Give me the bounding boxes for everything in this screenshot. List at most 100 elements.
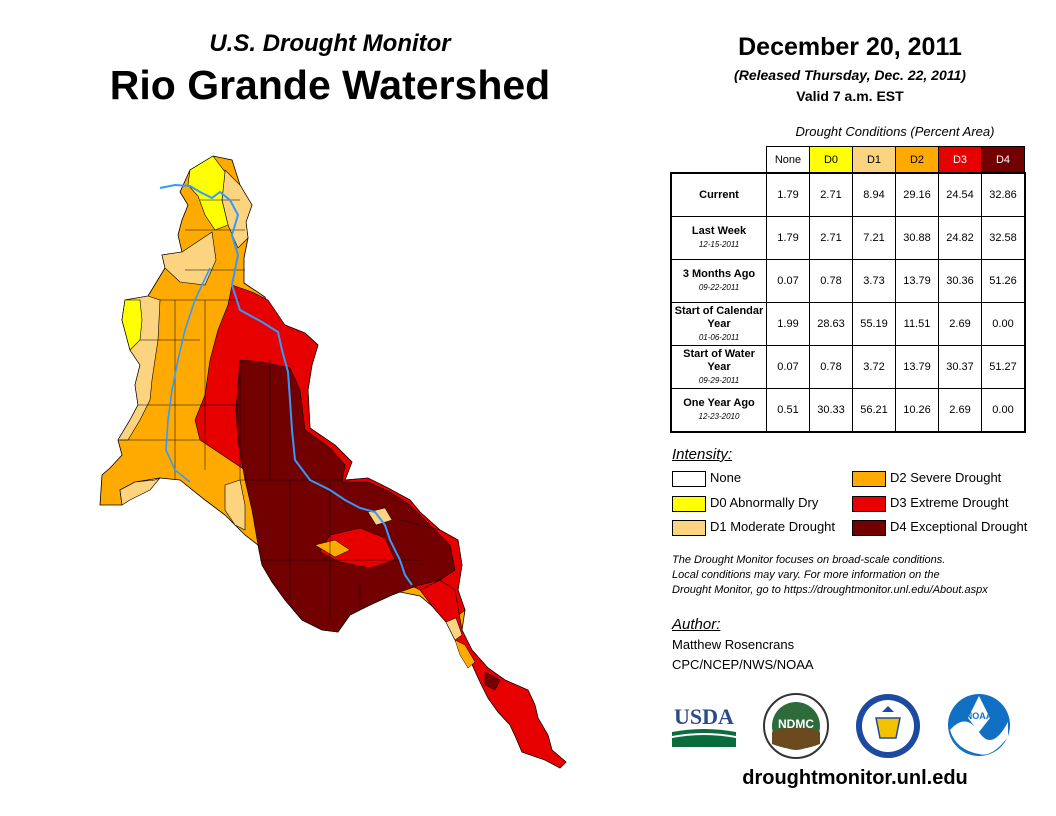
county-boundaries xyxy=(120,199,441,620)
release-date: (Released Thursday, Dec. 22, 2011) xyxy=(734,67,966,83)
cell-value: 1.79 xyxy=(766,172,810,217)
region-d3-inner xyxy=(319,527,396,569)
noaa-logo-text: NOAA xyxy=(966,711,993,721)
valid-time: Valid 7 a.m. EST xyxy=(796,88,904,104)
cell-value: 13.79 xyxy=(895,345,939,389)
cell-value: 11.51 xyxy=(895,302,939,346)
row-label-text: 3 Months Ago xyxy=(682,268,756,280)
table-row: Current 1.79 2.71 8.94 29.16 24.54 32.86 xyxy=(670,172,1026,217)
cell-value: 2.69 xyxy=(938,388,982,433)
cell-value: 0.07 xyxy=(766,259,810,303)
ndmc-logo-text: NDMC xyxy=(778,717,814,731)
row-date: 09-29-2011 xyxy=(698,375,740,385)
cell-value: 2.71 xyxy=(809,172,853,217)
region-d1-north xyxy=(161,231,217,286)
column-header-d1: D1 xyxy=(852,146,896,174)
region-d2-inner xyxy=(314,539,351,558)
legend-swatch xyxy=(672,471,706,487)
row-date: 09-22-2011 xyxy=(698,283,740,292)
cell-value: 1.79 xyxy=(766,216,810,260)
row-label: Start of Water Year 09-29-2011 xyxy=(670,345,767,389)
row-label: Last Week 12-15-2011 xyxy=(670,216,767,260)
cell-value: 2.69 xyxy=(938,302,982,346)
cell-value: 24.82 xyxy=(938,216,982,260)
watershed-map xyxy=(99,155,567,769)
cell-value: 30.88 xyxy=(895,216,939,260)
region-d4-core xyxy=(235,359,456,633)
region-d0-north xyxy=(187,155,229,231)
cell-value: 32.86 xyxy=(981,172,1026,217)
map-subtitle: U.S. Drought Monitor xyxy=(209,30,451,57)
row-label-text: Start of Calendar Year xyxy=(674,304,764,330)
usda-logo: USDA xyxy=(672,704,736,747)
cell-value: 55.19 xyxy=(852,302,896,346)
legend-swatch xyxy=(672,520,706,536)
disclaimer-line-2: Local conditions may vary. For more info… xyxy=(672,569,940,581)
table-row: 3 Months Ago 09-22-2011 0.07 0.78 3.73 13.79 3… xyxy=(670,259,1026,303)
legend-label: D1 Moderate Drought xyxy=(710,519,836,534)
row-label: One Year Ago 12-23-2010 xyxy=(670,388,767,433)
row-date: 12-15-2011 xyxy=(698,240,740,249)
cell-value: 28.63 xyxy=(809,302,853,346)
column-header-d0: D0 xyxy=(809,146,853,174)
legend-label: D2 Severe Drought xyxy=(890,470,1002,485)
legend-swatch xyxy=(852,471,886,487)
cell-value: 3.72 xyxy=(852,345,896,389)
cell-value: 0.07 xyxy=(766,345,810,389)
cell-value: 3.73 xyxy=(852,259,896,303)
cell-value: 30.33 xyxy=(809,388,853,433)
river-tributary xyxy=(165,267,211,483)
cell-value: 0.78 xyxy=(809,259,853,303)
region-d2-tail xyxy=(454,639,476,669)
cell-value: 13.79 xyxy=(895,259,939,303)
commerce-seal xyxy=(856,694,920,758)
table-row: Last Week 12-15-2011 1.79 2.71 7.21 30.88 24.8… xyxy=(670,216,1026,260)
column-header-d2: D2 xyxy=(895,146,939,174)
cell-value: 56.21 xyxy=(852,388,896,433)
cell-value: 0.51 xyxy=(766,388,810,433)
conditions-table-caption: Drought Conditions (Percent Area) xyxy=(795,124,995,139)
usda-logo-text: USDA xyxy=(674,704,734,729)
row-label: Start of Calendar Year 01-06-2011 xyxy=(670,302,767,346)
row-date: 12-23-2010 xyxy=(698,412,740,421)
ndmc-logo: NDMC xyxy=(763,693,829,759)
intensity-legend-title: Intensity: xyxy=(672,446,733,463)
cell-value: 0.00 xyxy=(981,388,1026,433)
row-label-text: One Year Ago xyxy=(683,397,755,409)
legend-swatch xyxy=(852,496,886,512)
region-d1-southwest xyxy=(119,477,161,506)
column-header-d3: D3 xyxy=(938,146,982,174)
legend-label: D3 Extreme Drought xyxy=(890,495,1009,510)
cell-value: 30.37 xyxy=(938,345,982,389)
cell-value: 51.27 xyxy=(981,345,1026,389)
map-title: Rio Grande Watershed xyxy=(109,62,551,108)
cell-value: 10.26 xyxy=(895,388,939,433)
cell-value: 30.36 xyxy=(938,259,982,303)
row-label-text: Start of Water Year xyxy=(683,347,755,373)
author-organization: CPC/NCEP/NWS/NOAA xyxy=(672,657,814,672)
website-url[interactable]: droughtmonitor.unl.edu xyxy=(742,767,968,789)
author-label: Author: xyxy=(672,616,721,633)
row-date: 01-06-2011 xyxy=(698,332,740,342)
region-d3-tail xyxy=(419,579,567,769)
conditions-column-headers: None D0 D1 D2 D3 D4 xyxy=(766,146,1025,174)
row-label: 3 Months Ago 09-22-2011 xyxy=(670,259,767,303)
cell-value: 0.00 xyxy=(981,302,1026,346)
cell-value: 8.94 xyxy=(852,172,896,217)
table-row: One Year Ago 12-23-2010 0.51 30.33 56.21 10.2… xyxy=(670,388,1026,433)
legend-label: D0 Abnormally Dry xyxy=(710,495,819,510)
cell-value: 1.99 xyxy=(766,302,810,346)
cell-value: 7.21 xyxy=(852,216,896,260)
cell-value: 2.71 xyxy=(809,216,853,260)
table-row: Start of Calendar Year 01-06-2011 1.99 28.6… xyxy=(670,302,1026,346)
legend-label: D4 Exceptional Drought xyxy=(890,519,1028,534)
noaa-logo: NOAA xyxy=(948,694,1010,756)
author-name: Matthew Rosencrans xyxy=(672,637,795,652)
region-d4-tail xyxy=(484,671,501,691)
row-label-text: Last Week xyxy=(691,225,747,237)
legend-swatch xyxy=(852,520,886,536)
row-label: Current xyxy=(670,172,767,217)
disclaimer-text: The Drought Monitor focuses on broad-sca… xyxy=(672,553,1042,598)
row-label-text: Current xyxy=(699,188,739,201)
cell-value: 29.16 xyxy=(895,172,939,217)
